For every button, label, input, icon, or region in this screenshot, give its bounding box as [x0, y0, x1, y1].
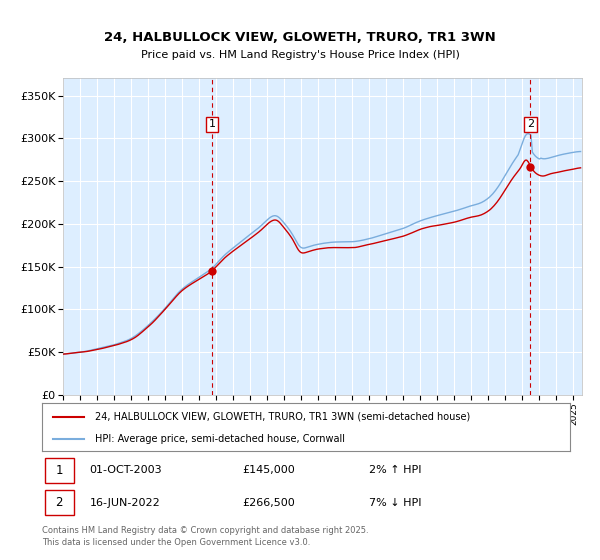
Text: 16-JUN-2022: 16-JUN-2022 [89, 497, 160, 507]
Text: Contains HM Land Registry data © Crown copyright and database right 2025.
This d: Contains HM Land Registry data © Crown c… [42, 526, 368, 547]
Text: 24, HALBULLOCK VIEW, GLOWETH, TRURO, TR1 3WN: 24, HALBULLOCK VIEW, GLOWETH, TRURO, TR1… [104, 31, 496, 44]
Text: 01-OCT-2003: 01-OCT-2003 [89, 465, 162, 475]
Text: £266,500: £266,500 [242, 497, 295, 507]
Text: HPI: Average price, semi-detached house, Cornwall: HPI: Average price, semi-detached house,… [95, 434, 345, 444]
Text: 1: 1 [208, 119, 215, 129]
Text: 24, HALBULLOCK VIEW, GLOWETH, TRURO, TR1 3WN (semi-detached house): 24, HALBULLOCK VIEW, GLOWETH, TRURO, TR1… [95, 412, 470, 422]
FancyBboxPatch shape [44, 458, 74, 483]
FancyBboxPatch shape [44, 491, 74, 515]
Text: 1: 1 [55, 464, 63, 477]
Text: 7% ↓ HPI: 7% ↓ HPI [370, 497, 422, 507]
Text: 2: 2 [55, 496, 63, 509]
Text: Price paid vs. HM Land Registry's House Price Index (HPI): Price paid vs. HM Land Registry's House … [140, 50, 460, 60]
Text: 2: 2 [527, 119, 534, 129]
Text: 2% ↑ HPI: 2% ↑ HPI [370, 465, 422, 475]
Text: £145,000: £145,000 [242, 465, 295, 475]
